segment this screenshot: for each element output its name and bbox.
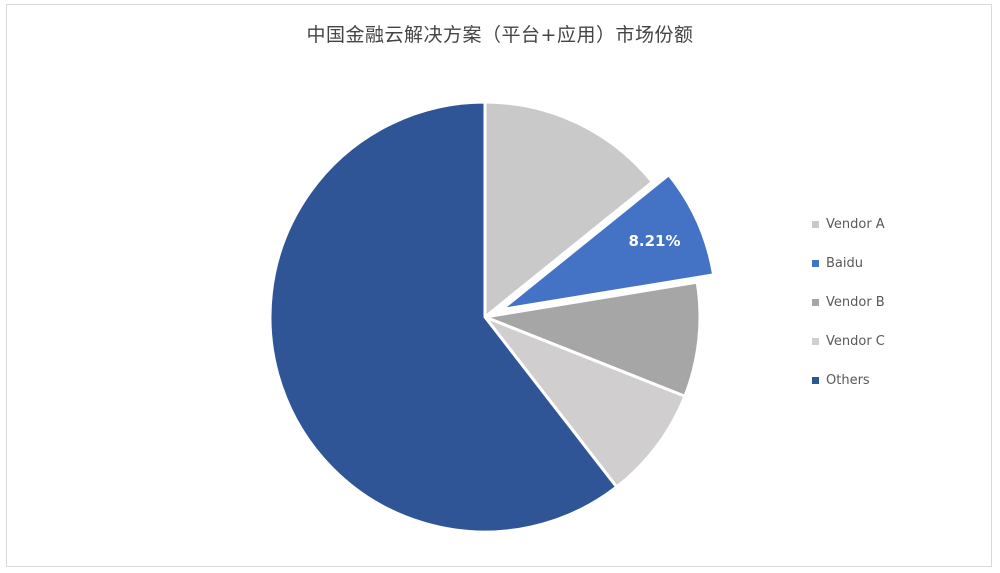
legend-label: Baidu <box>826 256 863 271</box>
pie-slice-baidu <box>499 173 716 312</box>
pie-slice-vendor-c <box>483 315 687 489</box>
legend-label: Vendor C <box>826 334 885 349</box>
legend-swatch <box>812 260 819 267</box>
chart-title: 中国金融云解决方案（平台+应用）市场份额 <box>306 24 694 46</box>
legend-label: Vendor A <box>826 217 885 232</box>
legend-label: Vendor B <box>826 295 885 310</box>
chart-legend: Vendor A Baidu Vendor B Vendor C Others <box>812 205 982 400</box>
legend-item-others: Others <box>812 361 982 400</box>
legend-swatch <box>812 299 819 306</box>
pie-slice-vendor-a <box>483 100 654 319</box>
legend-item-vendor-c: Vendor C <box>812 322 982 361</box>
pie-slice-others <box>268 100 619 534</box>
legend-item-vendor-a: Vendor A <box>812 205 982 244</box>
legend-label: Others <box>826 373 870 388</box>
legend-item-vendor-b: Vendor B <box>812 283 982 322</box>
data-label-baidu: 8.21% <box>628 232 680 250</box>
legend-swatch <box>812 377 819 384</box>
pie-slice-vendor-b <box>483 280 702 398</box>
legend-swatch <box>812 221 819 228</box>
legend-item-baidu: Baidu <box>812 244 982 283</box>
legend-swatch <box>812 338 819 345</box>
